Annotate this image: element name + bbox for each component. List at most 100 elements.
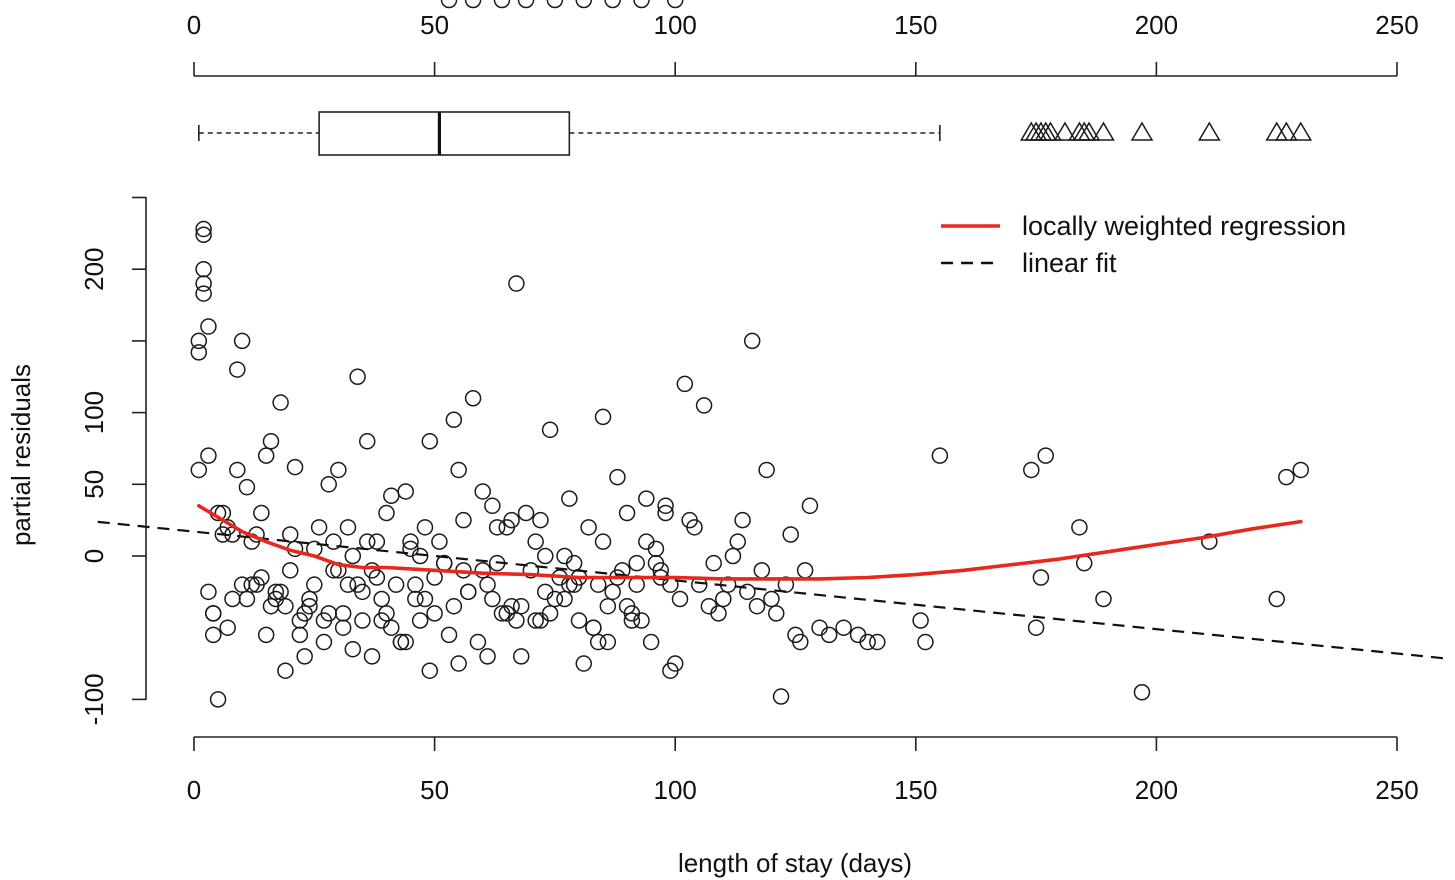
data-point [464,390,482,407]
data-point [349,368,366,385]
bottom-axis-tick-label: 150 [894,775,937,805]
legend-label: linear fit [1022,248,1117,278]
data-point [200,583,217,601]
data-point [262,433,280,450]
data-point [792,633,809,651]
top-axis-tick-label: 250 [1375,10,1418,40]
data-point [666,0,684,9]
data-point [484,497,501,515]
data-point [633,612,650,629]
data-point [440,626,458,644]
data-point [503,511,520,529]
data-point [277,662,294,679]
data-point [344,640,362,658]
data-point [763,590,780,608]
y-axis-tick-label: 0 [79,549,109,563]
top-axis-tick-label: 0 [187,10,201,40]
data-point [1023,461,1040,479]
data-point [772,688,790,705]
data-point [1027,619,1045,636]
data-point [204,626,222,644]
data-point [618,504,636,522]
data-point [642,633,660,651]
data-point [445,411,463,429]
data-point [556,590,573,608]
data-point [421,433,439,450]
data-point [912,612,929,629]
data-point [647,554,665,572]
data-point [517,0,535,9]
boxplot-outlier [1198,121,1221,141]
bottom-x-axis: 0 50 100 150 200 250 [187,736,1419,805]
data-point [1032,569,1050,586]
data-point [440,0,458,9]
data-point [546,0,564,9]
data-point [286,458,304,476]
data-point [334,619,352,636]
top-axis-tick-label: 150 [894,10,937,40]
data-point [195,260,212,278]
data-point [195,275,212,292]
data-point [190,461,208,479]
data-point [575,655,593,672]
boxplot-outlier [1130,121,1154,141]
x-axis-title: length of stay (days) [678,848,912,878]
data-point [291,626,309,644]
data-point [527,612,544,629]
data-point [676,375,694,393]
boxplot-outlier [1289,121,1313,141]
data-point [633,0,650,9]
data-point [488,519,506,536]
data-point [450,655,467,672]
data-point [200,318,217,335]
data-point [604,0,621,9]
data-point [195,226,212,244]
data-point [330,461,347,479]
data-point [257,626,275,644]
data-point [628,554,645,572]
data-point [204,605,222,622]
data-point [233,576,251,593]
linear-fit-line [97,520,1446,660]
data-point [782,526,799,543]
data-point [339,519,357,536]
data-point [325,533,342,550]
data-point [796,562,814,579]
data-point [537,547,554,565]
data-point [1292,461,1310,479]
data-point [1075,554,1093,572]
data-point [859,633,876,651]
data-point [238,590,256,608]
data-point [378,504,395,522]
data-point [445,597,463,615]
data-point [493,0,511,9]
boxplot-outlier [1275,121,1298,141]
data-point [657,504,674,522]
bottom-axis-tick-label: 100 [654,775,697,805]
data-point [565,554,583,572]
top-axis-tick-label: 100 [654,10,697,40]
data-point [1071,519,1088,536]
data-point [320,476,337,493]
data-point [378,605,395,622]
bottom-axis-tick-label: 0 [187,775,201,805]
data-point [1201,533,1218,550]
boxplot-outlier [1077,121,1101,141]
data-point [1095,590,1112,608]
data-point [618,597,636,615]
top-axis-tick-label: 50 [420,10,449,40]
data-point [402,533,419,550]
data-point [358,433,376,450]
boxplot-outlier [1265,121,1289,141]
data-point [407,576,424,593]
data-point [541,605,559,622]
loess-curve [197,504,1303,581]
y-axis-tick-label: -100 [79,673,109,725]
data-point [334,605,352,622]
data-point [455,511,472,529]
data-point [758,461,775,479]
data-point [460,583,477,601]
data-point [594,408,612,426]
data-point [464,0,482,9]
data-point [397,483,414,500]
